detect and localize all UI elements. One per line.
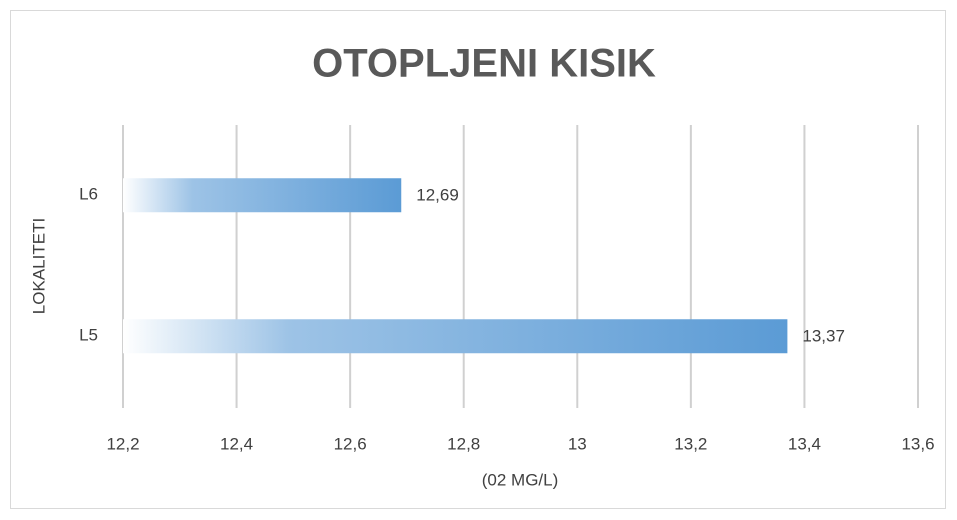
chart-frame xyxy=(10,10,946,509)
x-tick-label: 12,4 xyxy=(220,434,253,453)
x-tick-label: 13,2 xyxy=(674,434,707,453)
chart-title: OTOPLJENI KISIK xyxy=(312,42,656,86)
x-tick-label: 13,4 xyxy=(788,434,821,453)
y-tick-label: L6 xyxy=(79,185,98,204)
x-tick-label: 13 xyxy=(568,434,587,453)
y-tick-label: L5 xyxy=(79,326,98,345)
bar xyxy=(123,319,788,354)
bar xyxy=(123,178,402,213)
x-tick-label: 12,2 xyxy=(106,434,139,453)
x-tick-label: 13,6 xyxy=(901,434,934,453)
value-label: 12,69 xyxy=(416,186,459,205)
x-axis-label: (02 MG/L) xyxy=(482,470,559,489)
x-tick-label: 12,8 xyxy=(447,434,480,453)
y-axis-label: LOKALITETI xyxy=(29,218,48,314)
x-tick-label: 12,6 xyxy=(334,434,367,453)
value-label: 13,37 xyxy=(802,327,845,346)
